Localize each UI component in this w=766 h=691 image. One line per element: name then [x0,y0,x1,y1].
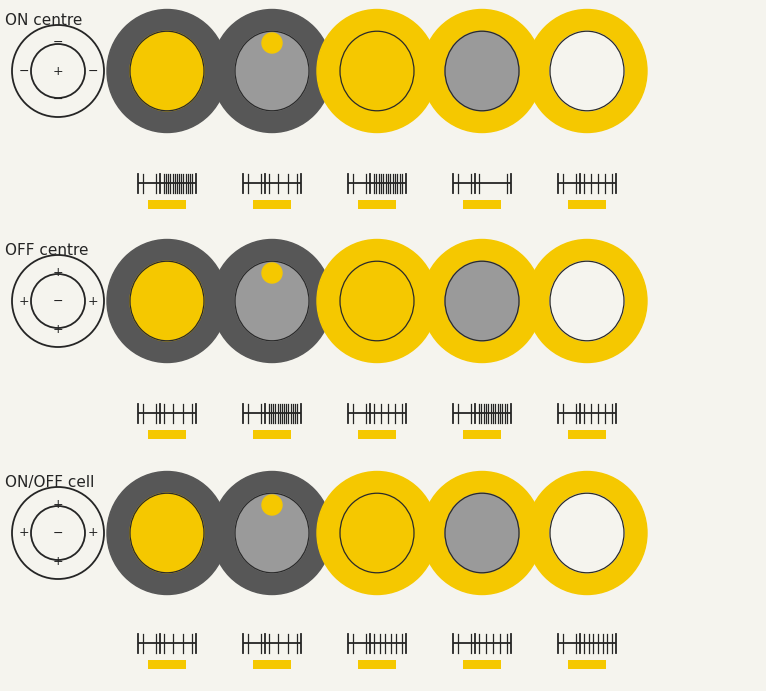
Text: +: + [18,294,29,307]
Text: +: + [53,266,64,279]
Ellipse shape [235,493,309,573]
Bar [358,659,396,668]
Ellipse shape [107,240,227,363]
Ellipse shape [550,261,624,341]
Text: +: + [53,498,64,511]
Text: +: + [87,294,98,307]
Bar [253,430,291,439]
Ellipse shape [317,471,437,594]
Text: ON/OFF cell: ON/OFF cell [5,475,94,490]
Bar [358,430,396,439]
Text: +: + [53,555,64,568]
Bar [148,200,186,209]
Ellipse shape [422,10,542,133]
Text: +: + [18,527,29,540]
Bar [148,659,186,668]
Bar [358,200,396,209]
Ellipse shape [527,10,647,133]
Ellipse shape [340,493,414,573]
Bar [463,430,501,439]
Ellipse shape [550,31,624,111]
Bar [568,200,606,209]
Ellipse shape [235,31,309,111]
Ellipse shape [550,493,624,573]
Bar [568,430,606,439]
Text: +: + [53,64,64,77]
Ellipse shape [235,261,309,341]
Text: −: − [53,36,64,49]
Text: +: + [87,527,98,540]
Ellipse shape [130,493,204,573]
Bar [253,200,291,209]
Bar [148,430,186,439]
Text: −: − [87,64,98,77]
Ellipse shape [527,471,647,594]
Bar [463,200,501,209]
Circle shape [262,495,282,515]
Text: ON centre: ON centre [5,13,83,28]
Ellipse shape [445,31,519,111]
Ellipse shape [340,31,414,111]
Circle shape [262,33,282,53]
Ellipse shape [130,261,204,341]
Ellipse shape [107,10,227,133]
Text: −: − [53,93,64,106]
Ellipse shape [527,240,647,363]
Text: −: − [18,64,29,77]
Ellipse shape [212,471,332,594]
Circle shape [262,263,282,283]
Text: −: − [53,527,64,540]
Ellipse shape [212,240,332,363]
Bar [253,659,291,668]
Ellipse shape [130,31,204,111]
Ellipse shape [422,471,542,594]
Ellipse shape [317,10,437,133]
Ellipse shape [445,493,519,573]
Ellipse shape [317,240,437,363]
Ellipse shape [340,261,414,341]
Text: +: + [53,323,64,336]
Bar [463,659,501,668]
Bar [568,659,606,668]
Text: OFF centre: OFF centre [5,243,89,258]
Ellipse shape [422,240,542,363]
Text: −: − [53,294,64,307]
Ellipse shape [212,10,332,133]
Ellipse shape [107,471,227,594]
Ellipse shape [445,261,519,341]
